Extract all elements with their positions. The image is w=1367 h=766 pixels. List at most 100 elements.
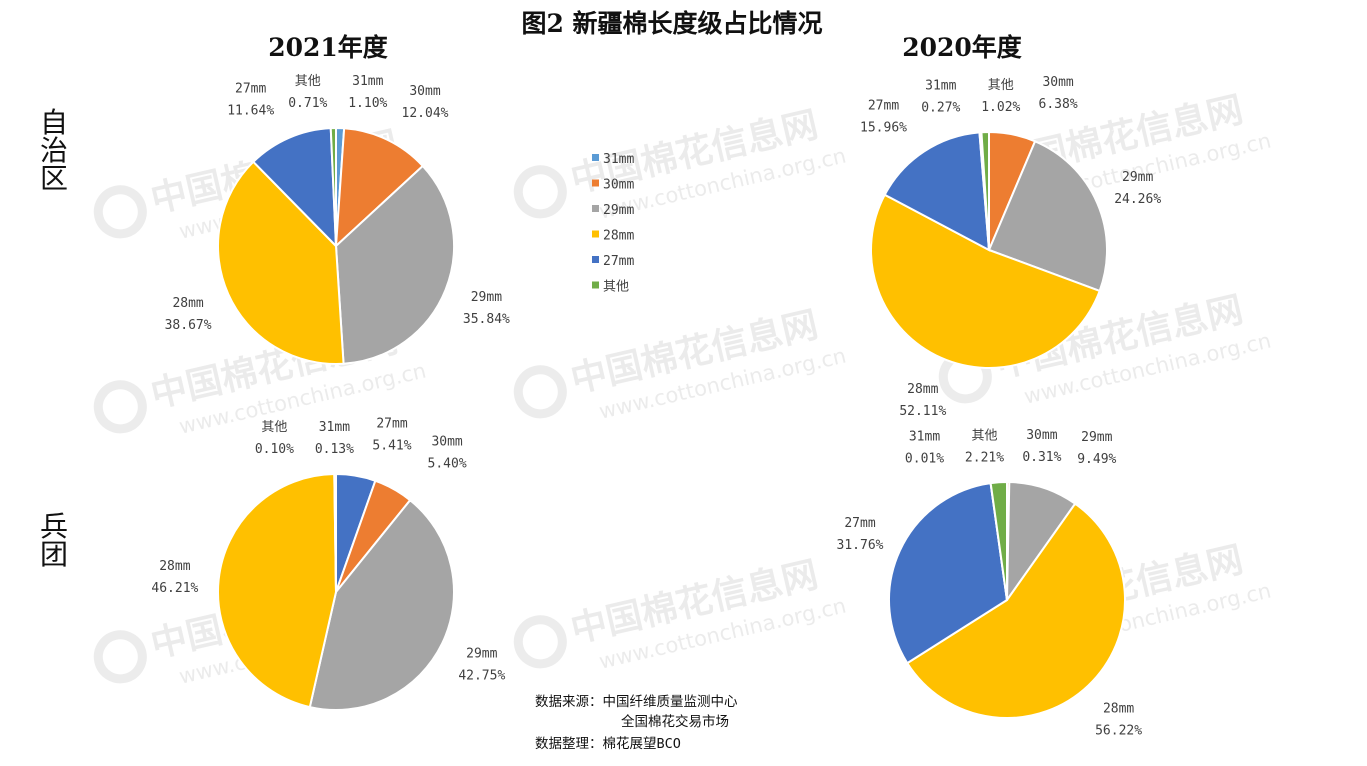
data-label-category: 31mm [909, 430, 940, 445]
legend-swatch [592, 154, 599, 161]
data-label-value: 56.22% [1095, 724, 1142, 739]
data-label: 28mm 52.11% [899, 382, 946, 419]
pie-slice-其他 [989, 480, 1008, 601]
data-label-value: 11.64% [227, 103, 274, 118]
data-label-category: 27mm [868, 99, 899, 114]
data-label-category: 31mm [352, 74, 383, 89]
pie-charts: 31mm1.10%30mm12.04%29mm35.84%28mm38.67%2… [151, 74, 1161, 739]
data-label: 27mm 11.64% [227, 81, 274, 118]
source-line-3: 数据整理：棉花展望BCO [535, 736, 681, 752]
pie-slice-27mm [251, 127, 338, 249]
data-label: 27mm 5.41% [372, 416, 411, 453]
pie-slice-31mm [334, 472, 337, 593]
data-label-value: 35.84% [463, 312, 510, 327]
legend-label: 31mm [603, 152, 634, 167]
pie-slice-30mm [334, 127, 425, 249]
data-label-category: 30mm [1026, 428, 1057, 443]
data-label-category: 27mm [235, 81, 266, 96]
data-label-category: 30mm [409, 84, 440, 99]
data-label: 31mm 0.13% [315, 420, 354, 457]
data-label-value: 42.75% [458, 669, 505, 684]
legend-swatch [592, 230, 599, 238]
data-label-value: 9.49% [1077, 452, 1116, 467]
row-label-char: 团 [40, 538, 68, 571]
data-label-value: 15.96% [860, 121, 907, 136]
data-label-value: 0.27% [921, 100, 960, 115]
data-label: 30mm 12.04% [402, 84, 449, 121]
data-label-category: 31mm [319, 420, 350, 435]
data-label-value: 1.02% [981, 100, 1020, 115]
pie-slice-28mm [217, 160, 345, 365]
data-label-value: 52.11% [899, 404, 946, 419]
pie-slice-29mm [334, 164, 456, 365]
data-label-value: 12.04% [402, 106, 449, 121]
data-label: 29mm 35.84% [463, 290, 510, 327]
data-label: 31mm 1.10% [348, 74, 387, 111]
row-label-autonomous-region: 自治区 [40, 106, 68, 195]
data-label: 31mm 0.27% [921, 78, 960, 115]
data-label: 28mm 56.22% [1095, 702, 1142, 739]
pie-兵团-2021年度: 27mm 5.41% 30mm 5.40% 29mm 42.75% 28mm 46.21% 其他… [151, 416, 505, 711]
data-label-category: 29mm [471, 290, 502, 305]
data-label-value: 38.67% [165, 318, 212, 333]
legend-item-27mm: 27mm [592, 254, 634, 269]
data-label-value: 0.31% [1022, 450, 1061, 465]
pie-slice-29mm [308, 498, 455, 711]
data-label: 31mm 0.01% [905, 430, 944, 467]
data-label-category: 其他 [261, 420, 287, 435]
data-label: 28mm 38.67% [165, 296, 212, 333]
data-source-note: 数据来源：中国纤维质量监测中心 全国棉花交易市场 数据整理：棉花展望BCO [535, 694, 738, 752]
legend-swatch [592, 179, 599, 187]
data-label-category: 29mm [466, 647, 497, 662]
legend-swatch [592, 281, 599, 289]
data-label-category: 28mm [172, 296, 203, 311]
data-label: 30mm 0.31% [1022, 428, 1061, 465]
legend-swatch [592, 256, 599, 263]
row-label-char: 兵 [40, 510, 68, 543]
data-label-category: 其他 [971, 428, 997, 443]
data-label: 29mm 24.26% [1114, 170, 1161, 207]
legend-item-31mm: 31mm [592, 152, 634, 167]
data-label-value: 0.71% [288, 96, 327, 111]
data-label-value: 24.26% [1114, 192, 1161, 207]
pie-slice-27mm [883, 131, 991, 252]
data-label-value: 1.10% [348, 96, 387, 111]
data-label-value: 0.01% [905, 452, 944, 467]
data-label: 27mm 31.76% [837, 516, 884, 553]
data-label: 30mm 5.40% [428, 435, 467, 472]
pie-slice-29mm [987, 140, 1108, 293]
data-label-value: 5.40% [428, 457, 467, 472]
legend-label: 其他 [603, 280, 629, 295]
data-label-category: 28mm [159, 559, 190, 574]
source-line-1: 数据来源：中国纤维质量监测中心 [535, 694, 738, 710]
pie-slice-27mm [888, 482, 1009, 665]
data-label-value: 46.21% [151, 581, 198, 596]
data-label-value: 2.21% [965, 450, 1004, 465]
data-label-value: 0.10% [255, 442, 294, 457]
data-label-category: 30mm [1042, 75, 1073, 90]
data-label-category: 29mm [1081, 430, 1112, 445]
legend-label: 29mm [603, 203, 634, 218]
data-label-category: 30mm [431, 435, 462, 450]
pie-slice-其他 [329, 126, 337, 247]
row-label-char: 自 [40, 106, 68, 139]
legend-label: 28mm [603, 229, 634, 244]
legend-label: 27mm [603, 254, 634, 269]
row-label-char: 治 [40, 134, 68, 167]
legend-item-29mm: 29mm [592, 203, 634, 218]
data-label-value: 5.41% [372, 438, 411, 453]
source-line-2: 全国棉花交易市场 [621, 713, 729, 730]
legend-item-28mm: 28mm [592, 229, 634, 244]
column-title-2020: 2020年度 [902, 33, 1022, 62]
data-label-category: 29mm [1122, 170, 1153, 185]
pie-自治区-2020年度: 30mm 6.38% 29mm 24.26% 28mm 52.11% 27mm 15.96% 3… [860, 75, 1161, 419]
column-title-2021: 2021年度 [268, 33, 388, 62]
legend-label: 30mm [603, 178, 634, 193]
chart-title: 图2 新疆棉长度级占比情况 [521, 9, 822, 38]
data-label-value: 0.13% [315, 442, 354, 457]
legend-item-30mm: 30mm [592, 178, 634, 193]
pie-兵团-2020年度: 30mm 0.31% 29mm 9.49% 28mm 56.22% 27mm 31.76% 31… [837, 428, 1143, 739]
